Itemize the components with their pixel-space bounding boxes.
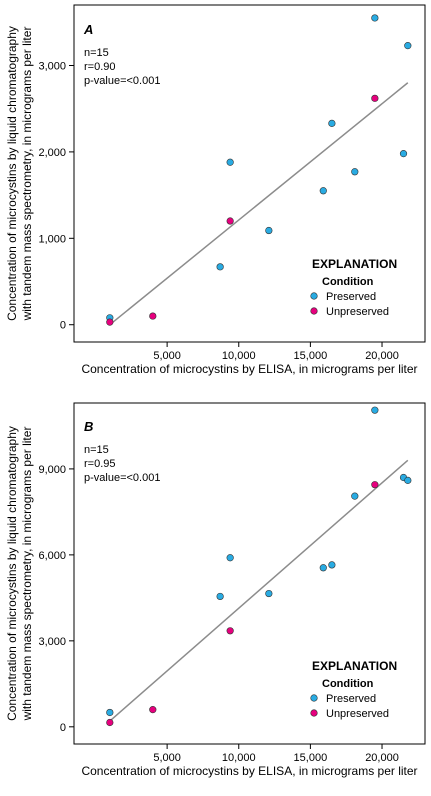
data-point-preserved	[371, 406, 379, 414]
stat-n: n=15	[84, 47, 109, 59]
chart-panel-a: 5,000 10,000 15,000 20,000 0 1,000 2,000 3,000 C…	[5, 4, 426, 376]
y-tick-label: 0	[60, 320, 66, 332]
legend-title: EXPLANATION	[312, 659, 397, 673]
data-point-preserved	[265, 226, 273, 235]
stat-r: r=0.90	[84, 61, 116, 73]
legend-subtitle: Condition	[322, 678, 374, 690]
y-tick-label: 2,000	[38, 147, 66, 159]
data-point-unpreserved	[226, 627, 234, 635]
data-point-preserved	[319, 564, 327, 572]
x-tick-label: 5,000	[153, 752, 181, 764]
legend-marker-unpreserved	[310, 709, 318, 717]
data-point-preserved	[351, 492, 359, 500]
y-tick-label: 9,000	[38, 464, 66, 476]
data-point-unpreserved	[149, 312, 157, 320]
regression-line	[109, 459, 409, 722]
regression-line	[109, 82, 409, 326]
data-point-unpreserved	[371, 481, 379, 489]
y-tick-label: 6,000	[38, 550, 66, 562]
data-point-preserved	[328, 561, 336, 569]
data-point-unpreserved	[106, 318, 114, 326]
data-point-preserved	[351, 168, 359, 176]
data-point-preserved	[226, 158, 234, 166]
x-tick-label: 5,000	[153, 350, 181, 362]
legend-marker-preserved	[310, 694, 318, 702]
data-point-preserved	[265, 589, 273, 598]
data-point-unpreserved	[106, 718, 114, 727]
plot-frame	[73, 4, 426, 343]
data-point-unpreserved	[371, 94, 379, 102]
y-tick-label: 3,000	[38, 60, 66, 72]
data-point-unpreserved	[149, 706, 157, 714]
data-point-preserved	[404, 476, 412, 484]
y-tick-label: 1,000	[38, 233, 66, 245]
x-axis-label: Concentration of microcystins by ELISA, …	[81, 362, 417, 376]
data-point-preserved	[216, 592, 224, 601]
x-tick-label: 20,000	[365, 752, 399, 764]
legend-item-unpreserved: Unpreserved	[326, 708, 389, 720]
y-axis-label-line2: with tandem mass spectrometry, in microg…	[20, 427, 34, 722]
x-tick-label: 15,000	[294, 752, 328, 764]
legend-item-preserved: Preserved	[326, 693, 376, 705]
legend-item-unpreserved: Unpreserved	[326, 306, 389, 318]
stat-r: r=0.95	[84, 458, 116, 470]
stat-n: n=15	[84, 444, 109, 456]
legend-title: EXPLANATION	[312, 257, 397, 271]
data-point-preserved	[319, 187, 327, 195]
x-tick-label: 10,000	[222, 350, 256, 362]
y-axis-label-line1: Concentration of microcystins by liquid …	[5, 26, 19, 321]
y-tick-label: 0	[60, 722, 66, 734]
data-point-preserved	[399, 150, 408, 158]
legend-subtitle: Condition	[322, 276, 374, 288]
panel-label: B	[84, 419, 93, 434]
chart-panel-b: 5,000 10,000 15,000 20,000 0 3,000 6,000 9,000 C…	[5, 402, 426, 778]
data-point-preserved	[371, 14, 379, 22]
y-axis-label-line1: Concentration of microcystins by liquid …	[5, 426, 19, 721]
stat-p-value: p-value=<0.001	[84, 472, 160, 484]
data-point-preserved	[106, 708, 114, 717]
x-tick-label: 10,000	[222, 752, 256, 764]
data-point-preserved	[216, 263, 224, 271]
y-axis-label-line2: with tandem mass spectrometry, in microg…	[20, 27, 34, 322]
x-axis-label: Concentration of microcystins by ELISA, …	[81, 764, 417, 778]
plot-frame	[73, 402, 426, 745]
data-point-preserved	[226, 554, 234, 562]
legend-marker-unpreserved	[310, 307, 318, 315]
stat-p-value: p-value=<0.001	[84, 75, 160, 87]
x-tick-label: 15,000	[294, 350, 328, 362]
y-tick-label: 3,000	[38, 636, 66, 648]
data-point-unpreserved	[226, 217, 234, 225]
legend-marker-preserved	[310, 292, 318, 300]
data-point-preserved	[404, 42, 412, 50]
data-point-preserved	[328, 119, 336, 127]
legend-item-preserved: Preserved	[326, 291, 376, 303]
x-tick-label: 20,000	[365, 350, 399, 362]
panel-label: A	[83, 22, 93, 37]
